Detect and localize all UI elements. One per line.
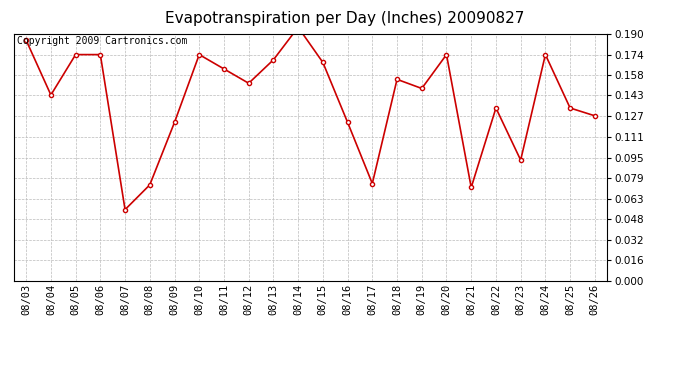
Text: Copyright 2009 Cartronics.com: Copyright 2009 Cartronics.com [17,36,187,46]
Text: Evapotranspiration per Day (Inches) 20090827: Evapotranspiration per Day (Inches) 2009… [166,11,524,26]
